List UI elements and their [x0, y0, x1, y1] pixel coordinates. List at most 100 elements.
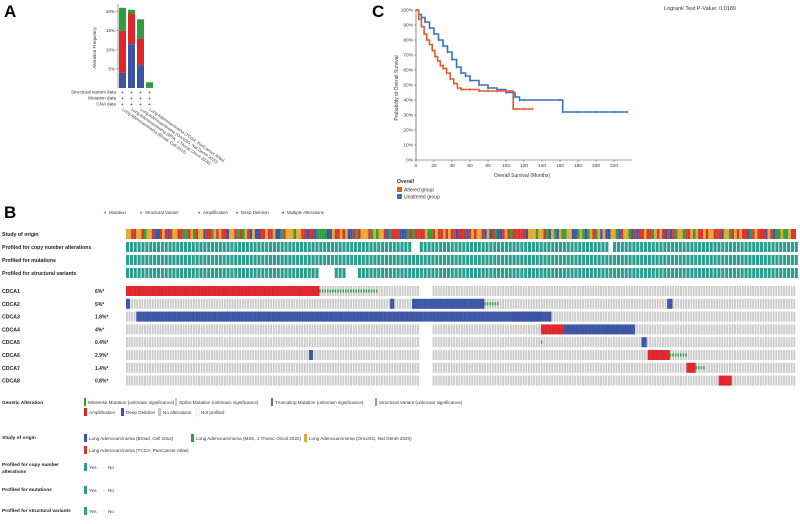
oncoprint-cell [494, 324, 497, 335]
oncoprint-cell [785, 375, 788, 386]
deep-deletion-cell [333, 311, 335, 322]
study-cell [558, 229, 562, 239]
oncoprint-cell [450, 375, 453, 386]
deep-deletion-cell [667, 298, 669, 309]
gene-percent: 2.9%* [95, 353, 108, 359]
oncoprint-cell [605, 311, 608, 322]
oncoprint-cell [646, 350, 649, 360]
oncoprint-cell [775, 286, 778, 296]
oncoprint-cell [399, 337, 401, 348]
profiled-cell [408, 242, 412, 252]
oncoprint-cell [767, 375, 770, 386]
deep-deletion-cell [270, 311, 272, 322]
oncoprint-cell [479, 337, 481, 348]
oncoprint-cell [623, 298, 626, 309]
oncoprint-cell [280, 324, 283, 335]
oncoprint-cell [674, 324, 677, 335]
oncoprint-cell [656, 286, 659, 296]
oncoprint-cell [149, 298, 151, 309]
deep-deletion-cell [181, 311, 183, 322]
oncoprint-cell [280, 375, 283, 386]
amplification-cell [689, 362, 691, 373]
oncoprint-cell [167, 324, 170, 335]
study-cell [736, 229, 740, 239]
oncoprint-cell [690, 337, 693, 348]
amplification-cell [195, 286, 197, 296]
profiled-cell [187, 242, 191, 252]
oncoprint-cell [399, 324, 401, 335]
deep-deletion-cell [470, 311, 472, 322]
oncoprint-cell [525, 298, 528, 309]
deep-deletion-cell [321, 311, 324, 322]
oncoprint-cell [337, 337, 340, 348]
oncoprint-cell [216, 337, 218, 348]
amplification-cell [547, 324, 549, 335]
mutation-cell [339, 289, 342, 293]
oncoprint-cell [556, 362, 559, 373]
oncoprint-cell [471, 324, 474, 335]
oncoprint-cell [394, 324, 396, 335]
oncoprint-cell [741, 362, 744, 373]
oncoprint-cell [584, 362, 587, 373]
profiled-cell [729, 268, 733, 278]
oncoprint-cell [223, 375, 226, 386]
profiled-cell [717, 255, 721, 265]
oncoprint-cell [775, 350, 778, 360]
oncoprint-cell [241, 362, 244, 373]
study-cell [481, 229, 485, 239]
amplification-cell [168, 286, 170, 296]
deep-deletion-cell [475, 298, 477, 309]
oncoprint-cell [216, 298, 218, 309]
deep-deletion-cell [299, 311, 302, 322]
profiled-cell [663, 242, 667, 252]
oncoprint-cell [285, 362, 288, 373]
profiled-cell [126, 268, 130, 278]
oncoprint-cell [275, 375, 278, 386]
oncoprint-cell [564, 286, 566, 296]
oncoprint-cell [682, 324, 685, 335]
study-cell [182, 229, 186, 239]
oncoprint-cell [180, 362, 182, 373]
oncoprint-cell [533, 337, 535, 348]
study-cell [638, 229, 642, 239]
deep-deletion-cell [453, 298, 455, 309]
oncoprint-cell [218, 350, 221, 360]
deep-deletion-cell [435, 311, 437, 322]
profiled-cell [609, 255, 613, 265]
oncoprint-cell [394, 362, 396, 373]
oncoprint-cell [388, 362, 391, 373]
deep-deletion-cell [388, 311, 391, 322]
deep-deletion-cell [248, 311, 250, 322]
oncoprint-cell [700, 350, 703, 360]
oncoprint-cell [345, 375, 347, 386]
profiled-cell [547, 242, 551, 252]
deep-deletion-cell [257, 311, 259, 322]
profiled-cell [303, 268, 307, 278]
oncoprint-cell [345, 350, 347, 360]
deep-deletion-cell [213, 311, 216, 322]
oncoprint-cell [571, 286, 574, 296]
oncoprint-cell [131, 362, 133, 373]
oncoprint-cell [241, 324, 244, 335]
oncoprint-top-legend-label: Structural Variant [145, 210, 179, 215]
oncoprint-cell [463, 324, 466, 335]
deep-deletion-cell [254, 311, 257, 322]
study-cell [339, 229, 343, 239]
oncoprint-cell [633, 337, 636, 348]
deep-deletion-cell [428, 298, 431, 309]
study-cell [533, 229, 536, 239]
deep-deletion-cell [271, 311, 274, 322]
oncoprint-cell [731, 311, 734, 322]
panel-c-letter: C [372, 2, 384, 21]
profiled-cell [756, 268, 760, 278]
oncoprint-cell [391, 286, 394, 296]
study-cell [677, 229, 681, 239]
oncoprint-cell [174, 362, 177, 373]
oncoprint-cell [442, 324, 445, 335]
oncoprint-cell [375, 375, 378, 386]
oncoprint-top-legend-mark: ♦ [236, 210, 239, 215]
deep-deletion-cell [338, 311, 341, 322]
oncoprint-cell [757, 350, 760, 360]
oncoprint-cell [466, 362, 468, 373]
oncoprint-track-label: Study of origin [2, 232, 39, 238]
